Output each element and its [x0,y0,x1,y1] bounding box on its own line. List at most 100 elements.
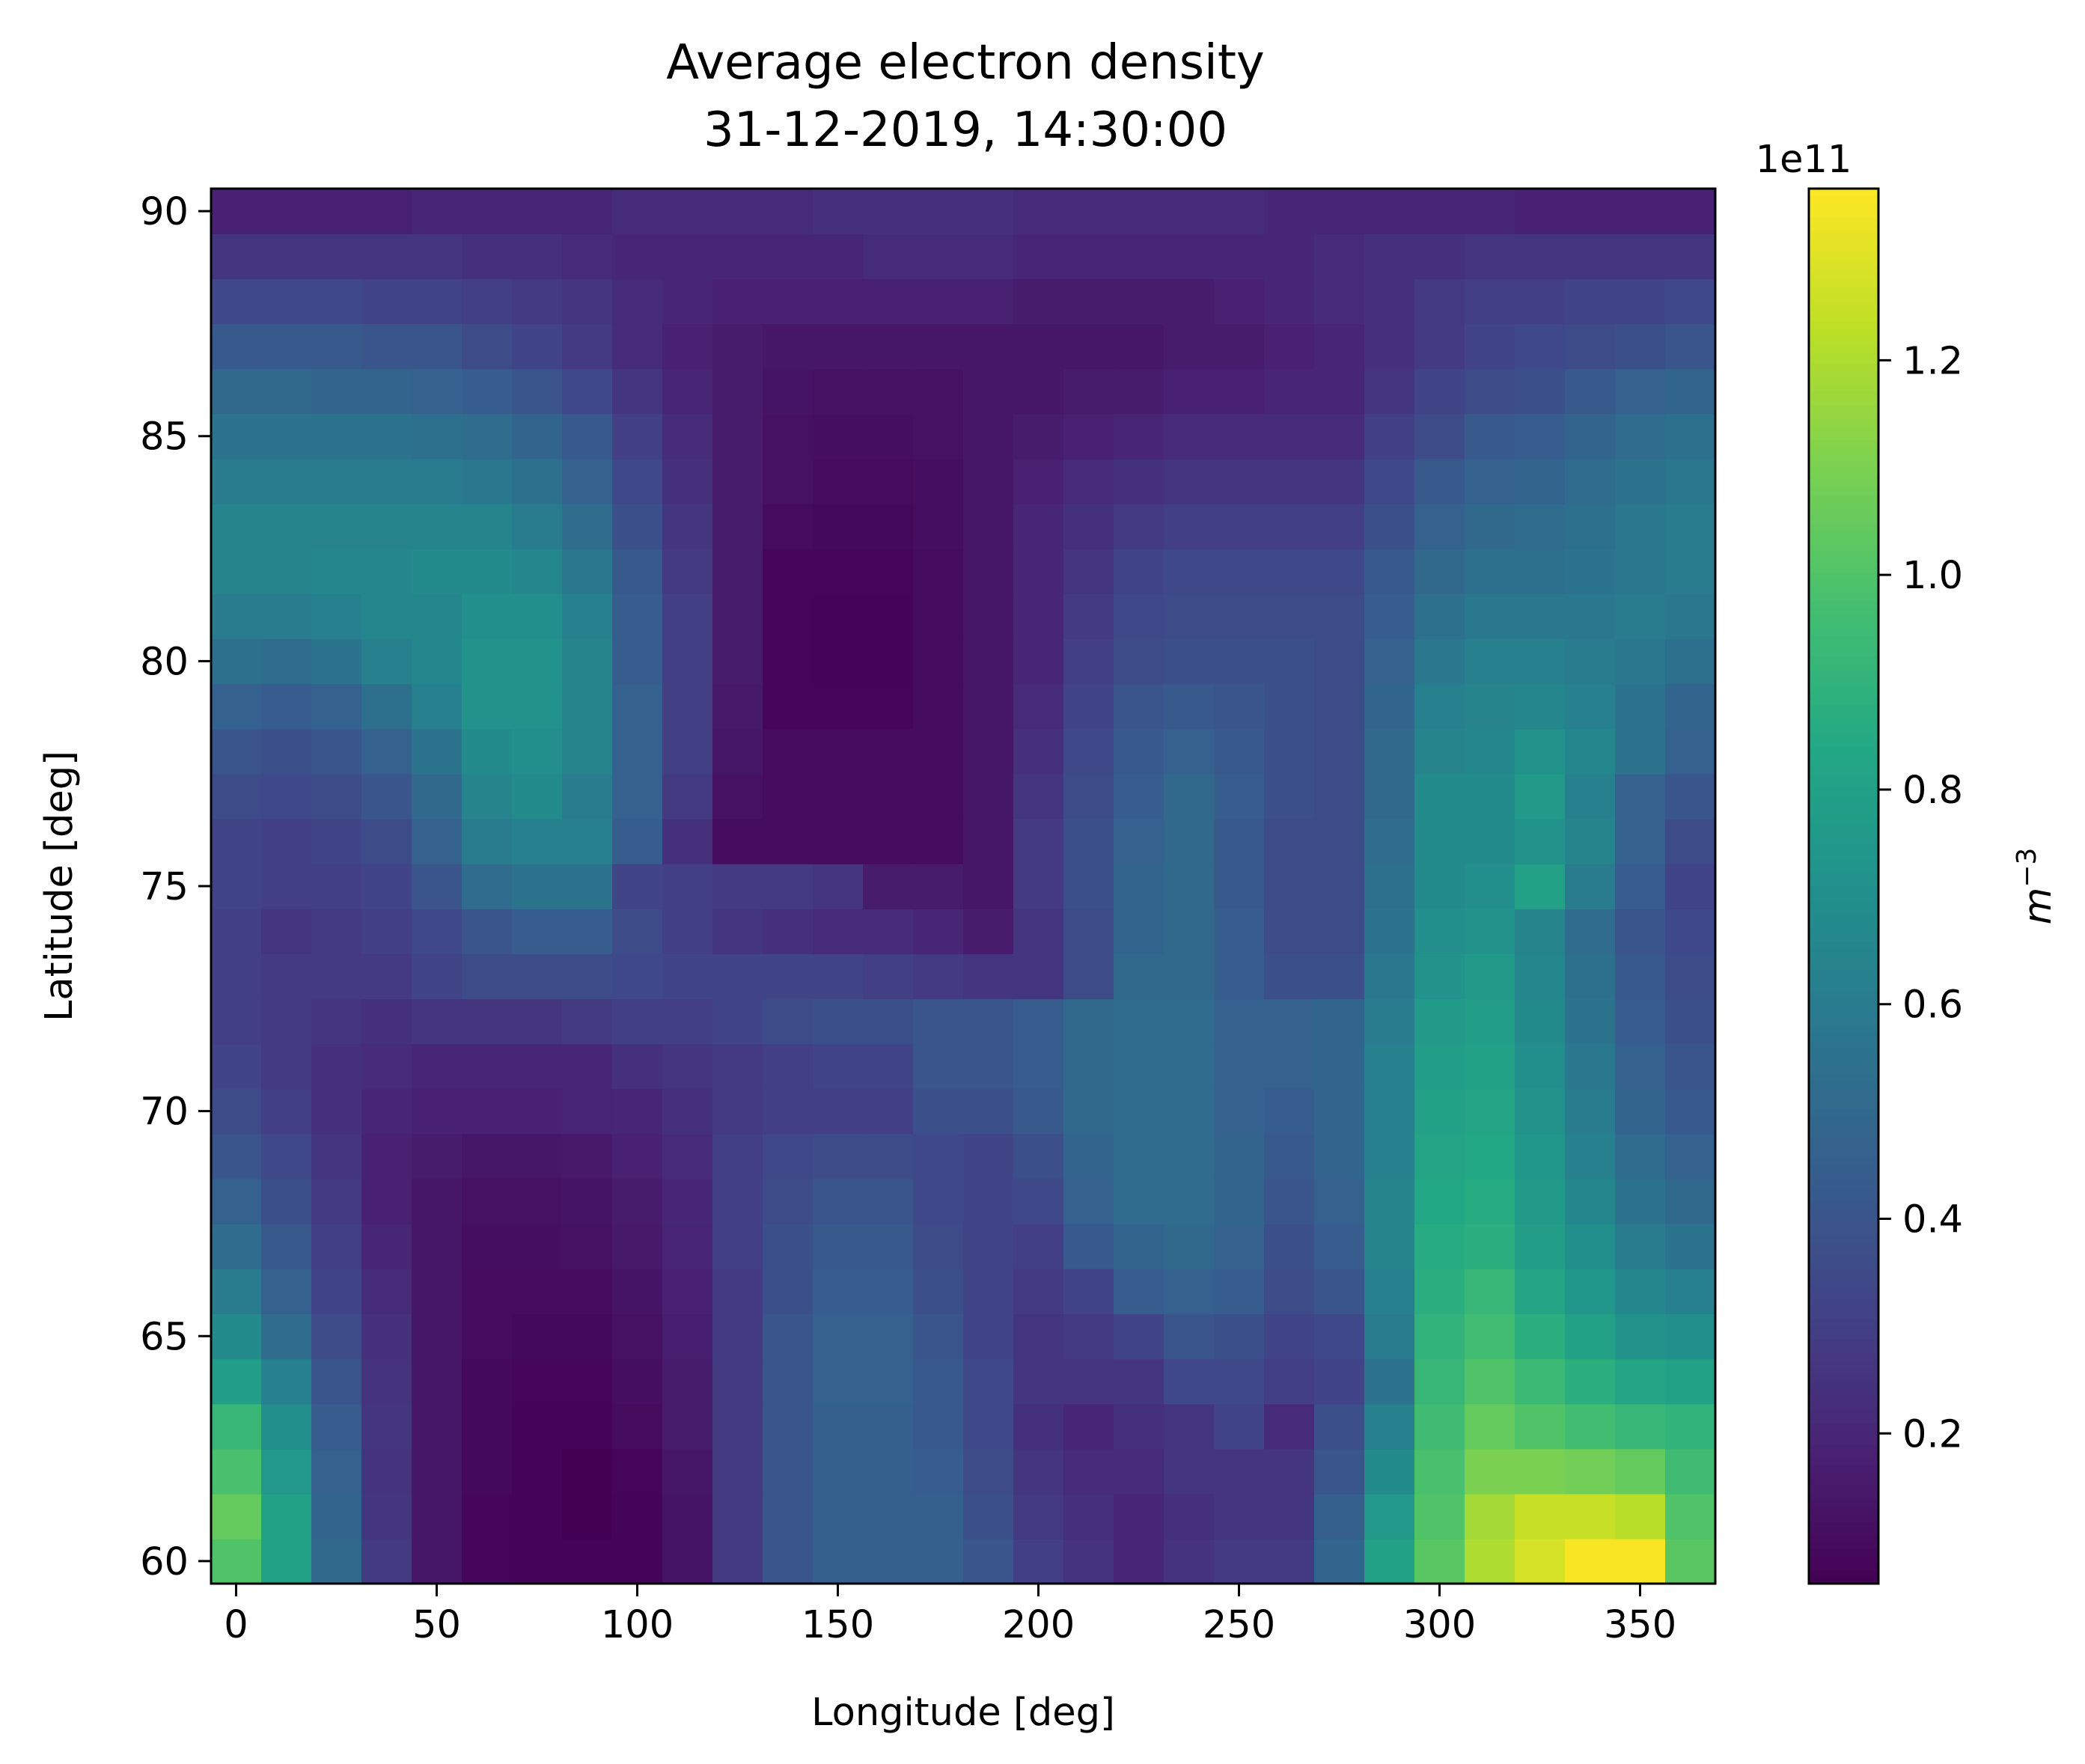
heatmap-cell [662,1043,713,1090]
heatmap-cell [712,1133,763,1179]
heatmap-cell [361,1358,412,1405]
heatmap-cell [1264,593,1315,640]
heatmap-cell [261,189,312,234]
heatmap-cell [1665,1358,1716,1405]
heatmap-cell [1063,683,1114,730]
colorbar-segment [1809,223,1878,231]
heatmap-cell [1665,1133,1716,1179]
heatmap-cell [913,1088,964,1135]
colorbar-segment [1809,1242,1878,1250]
heatmap-cell [763,683,813,730]
heatmap-cell [211,683,262,730]
heatmap-cell [1665,1043,1716,1090]
heatmap-cell [1164,773,1215,820]
heatmap-cell [1114,1133,1164,1179]
heatmap-cell [863,1223,914,1269]
heatmap-cell [261,323,312,370]
heatmap-cell [1214,1223,1265,1269]
heatmap-cell [1665,998,1716,1045]
colorbar-segment [1809,1165,1878,1173]
heatmap-cell [1063,953,1114,1000]
colorbar-segment [1809,1025,1878,1034]
colorbar-segment [1809,656,1878,664]
heatmap-cell [612,863,663,909]
heatmap-cell [1164,1493,1215,1539]
heatmap-cell [763,1313,813,1360]
heatmap-cell [562,1269,613,1315]
heatmap-cell [462,278,513,325]
heatmap-cell [712,953,763,1000]
heatmap-cell [562,818,613,864]
heatmap-cell [1264,773,1315,820]
heatmap-cell [712,1088,763,1135]
heatmap-cell [1615,1043,1666,1090]
heatmap-cell [311,1178,362,1224]
heatmap-cell [261,863,312,909]
heatmap-cell [261,549,312,594]
colorbar-segment [1809,1346,1878,1355]
heatmap-cell [1214,1538,1265,1584]
heatmap-cell [712,909,763,954]
heatmap-cell [1314,278,1365,325]
heatmap-cell [1214,503,1265,549]
heatmap-cell [1013,458,1064,504]
heatmap-cell [1414,1493,1465,1539]
heatmap-cell [1465,1223,1515,1269]
heatmap-cell [512,1358,563,1405]
heatmap-cell [1264,1358,1315,1405]
colorbar-segment [1809,349,1878,357]
heatmap-cell [261,953,312,1000]
heatmap-cell [813,909,864,954]
heatmap-cell [1364,728,1415,775]
heatmap-cell [863,1448,914,1495]
heatmap-cell [1364,773,1415,820]
heatmap-cell [1515,1313,1566,1360]
heatmap-cell [1565,413,1616,460]
colorbar-segment [1809,1465,1878,1473]
heatmap-cell [1264,1178,1315,1224]
heatmap-cell [863,1358,914,1405]
heatmap-cell [1465,593,1515,640]
colorbar-segment [1809,858,1878,866]
heatmap-cell [712,1358,763,1405]
heatmap-cell [763,773,813,820]
heatmap-cell [1414,638,1465,685]
heatmap-cell [562,863,613,909]
heatmap-cell [1565,1403,1616,1450]
heatmap-cell [562,1448,613,1495]
heatmap-cell [1515,593,1566,640]
heatmap-cell [813,503,864,549]
heatmap-cell [1264,909,1315,954]
heatmap-cell [763,638,813,685]
heatmap-cell [863,773,914,820]
colorbar-segment [1809,977,1878,985]
colorbar-segment [1809,795,1878,803]
heatmap-cell [361,953,412,1000]
heatmap-cell [462,773,513,820]
heatmap-cell [1314,1448,1365,1495]
colorbar-segment [1809,404,1878,413]
colorbar-segment [1809,230,1878,239]
heatmap-cell [813,234,864,280]
heatmap-cell [813,413,864,460]
colorbar-segment [1809,1053,1878,1061]
colorbar-segment [1809,781,1878,790]
heatmap-cell [361,638,412,685]
heatmap-cell [612,323,663,370]
colorbar-segment [1809,941,1878,950]
heatmap-cell [1565,1088,1616,1135]
heatmap-cell [1013,323,1064,370]
heatmap-cell [913,1493,964,1539]
colorbar-segment [1809,1423,1878,1431]
heatmap-cell [1615,189,1666,234]
x-tick-label: 100 [601,1603,674,1647]
heatmap-cell [1515,1493,1566,1539]
heatmap-cell [1214,863,1265,909]
heatmap-cell [1164,998,1215,1045]
colorbar-segment [1809,983,1878,992]
heatmap-cell [863,728,914,775]
heatmap-cell [612,1133,663,1179]
heatmap-cell [963,1178,1014,1224]
heatmap-cell [1314,368,1365,415]
heatmap-cell [512,1223,563,1269]
